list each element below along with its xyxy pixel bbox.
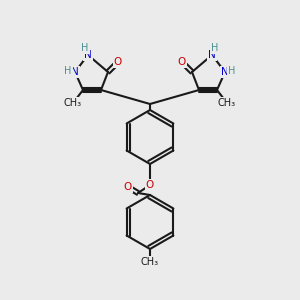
Text: O: O xyxy=(178,57,186,67)
Text: O: O xyxy=(146,180,154,190)
Text: CH₃: CH₃ xyxy=(64,98,82,108)
Text: N: N xyxy=(221,67,229,77)
Text: CH₃: CH₃ xyxy=(218,98,236,108)
Text: H: H xyxy=(211,43,219,53)
Text: O: O xyxy=(124,182,132,192)
Text: H: H xyxy=(81,43,89,53)
Text: N: N xyxy=(84,50,92,60)
Text: CH₃: CH₃ xyxy=(141,257,159,267)
Text: N: N xyxy=(208,50,216,60)
Text: O: O xyxy=(114,57,122,67)
Text: H: H xyxy=(64,66,72,76)
Text: N: N xyxy=(71,67,79,77)
Text: H: H xyxy=(228,66,236,76)
